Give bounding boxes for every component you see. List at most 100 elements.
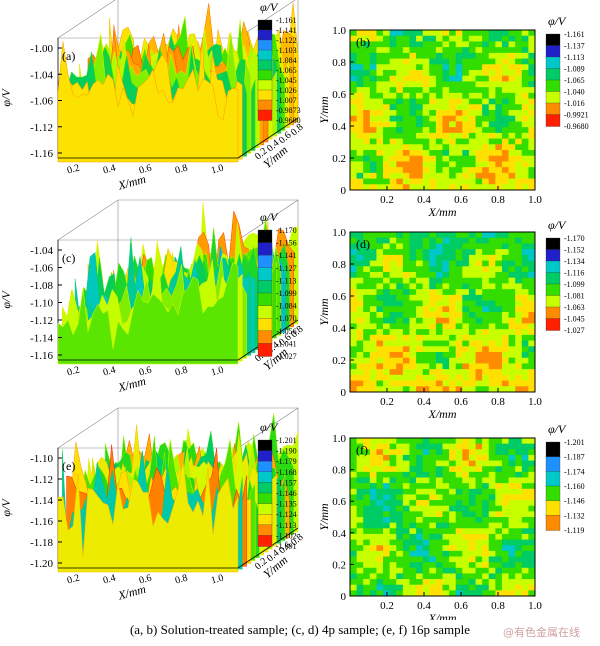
contour-cell — [515, 98, 523, 105]
contour-cell — [356, 121, 364, 128]
contour-cell — [449, 161, 457, 168]
contour-cell — [396, 488, 404, 495]
contour-cell — [396, 155, 404, 162]
contour-cell — [409, 352, 417, 359]
contour-cell — [356, 98, 364, 105]
contour-cell — [389, 47, 397, 54]
contour-cell — [356, 340, 364, 347]
contour-cell — [488, 150, 496, 157]
contour-cell — [435, 477, 443, 484]
contour-cell — [449, 289, 457, 296]
contour-cell — [416, 98, 424, 105]
contour-cell — [455, 460, 463, 467]
contour-cell — [475, 272, 483, 279]
contour-cell — [528, 300, 536, 307]
contour-cell — [350, 104, 358, 111]
contour-cell — [383, 150, 391, 157]
contour-cell — [350, 110, 358, 117]
contour-cell — [396, 363, 404, 370]
contour-cell — [515, 272, 523, 279]
contour-cell — [402, 35, 410, 42]
contour-cell — [468, 300, 476, 307]
contour-cell — [409, 500, 417, 507]
contour-cell — [435, 357, 443, 364]
contour-cell — [389, 505, 397, 512]
contour-cell — [442, 138, 450, 145]
colorbar-label: -1.099 — [276, 289, 297, 298]
contour-cell — [482, 466, 490, 473]
contour-cell — [468, 573, 476, 580]
contour-cell — [389, 237, 397, 244]
contour-cell — [435, 346, 443, 353]
contour-cell — [409, 283, 417, 290]
contour-cell — [501, 260, 509, 267]
contour-cell — [402, 300, 410, 307]
contour-cell — [521, 172, 529, 179]
contour-cell — [429, 511, 437, 518]
contour-cell — [396, 52, 404, 59]
contour-cell — [402, 110, 410, 117]
contour-cell — [495, 471, 503, 478]
contour-cell — [462, 500, 470, 507]
contour-cell — [429, 138, 437, 145]
contour-cell — [488, 184, 496, 191]
contour-cell — [482, 178, 490, 185]
contour-cell — [389, 104, 397, 111]
contour-cell — [475, 92, 483, 99]
contour-cell — [468, 346, 476, 353]
contour-cell — [369, 550, 377, 557]
contour-cell — [488, 352, 496, 359]
contour-cell — [416, 380, 424, 387]
contour-cell — [369, 306, 377, 313]
contour-cell — [383, 334, 391, 341]
contour-cell — [488, 545, 496, 552]
contour-cell — [475, 562, 483, 569]
contour-cell — [468, 115, 476, 122]
contour-cell — [508, 81, 516, 88]
contour-cell — [389, 550, 397, 557]
contour-cell — [422, 449, 430, 456]
contour-cell — [495, 374, 503, 381]
contour-cell — [356, 522, 364, 529]
contour-cell — [528, 52, 536, 59]
colorbar-swatch — [545, 68, 561, 81]
contour-cell — [508, 346, 516, 353]
contour-cell — [416, 64, 424, 71]
contour-cell — [442, 294, 450, 301]
contour-cell — [528, 184, 536, 191]
colorbar-swatch — [257, 99, 273, 111]
contour-cell — [482, 254, 490, 261]
contour-cell — [495, 329, 503, 336]
contour-cell — [422, 52, 430, 59]
contour-cell — [508, 272, 516, 279]
contour-cell — [495, 584, 503, 591]
contour-cell — [435, 161, 443, 168]
contour-cell — [363, 115, 371, 122]
contour-cell — [442, 511, 450, 518]
contour-cell — [462, 41, 470, 48]
contour-cell — [495, 266, 503, 273]
contour-cell — [422, 346, 430, 353]
contour-cell — [521, 132, 529, 139]
contour-cell — [369, 317, 377, 324]
contour-cell — [501, 584, 509, 591]
colorbar-label: -1.127 — [276, 264, 297, 273]
contour-cell — [515, 70, 523, 77]
contour-cell — [396, 178, 404, 185]
contour-cell — [383, 317, 391, 324]
contour-cell — [356, 545, 364, 552]
contour-cell — [435, 155, 443, 162]
contour-cell — [402, 312, 410, 319]
contour-cell — [521, 277, 529, 284]
contour-cell — [521, 584, 529, 591]
contour-cell — [521, 283, 529, 290]
contour-cell — [528, 505, 536, 512]
contour-cell — [501, 272, 509, 279]
contour-cell — [449, 127, 457, 134]
contour-cell — [515, 590, 523, 597]
contour-cell — [442, 283, 450, 290]
panel-label: (c) — [62, 251, 75, 265]
contour-cell — [435, 98, 443, 105]
contour-cell — [468, 232, 476, 239]
contour-cell — [455, 161, 463, 168]
